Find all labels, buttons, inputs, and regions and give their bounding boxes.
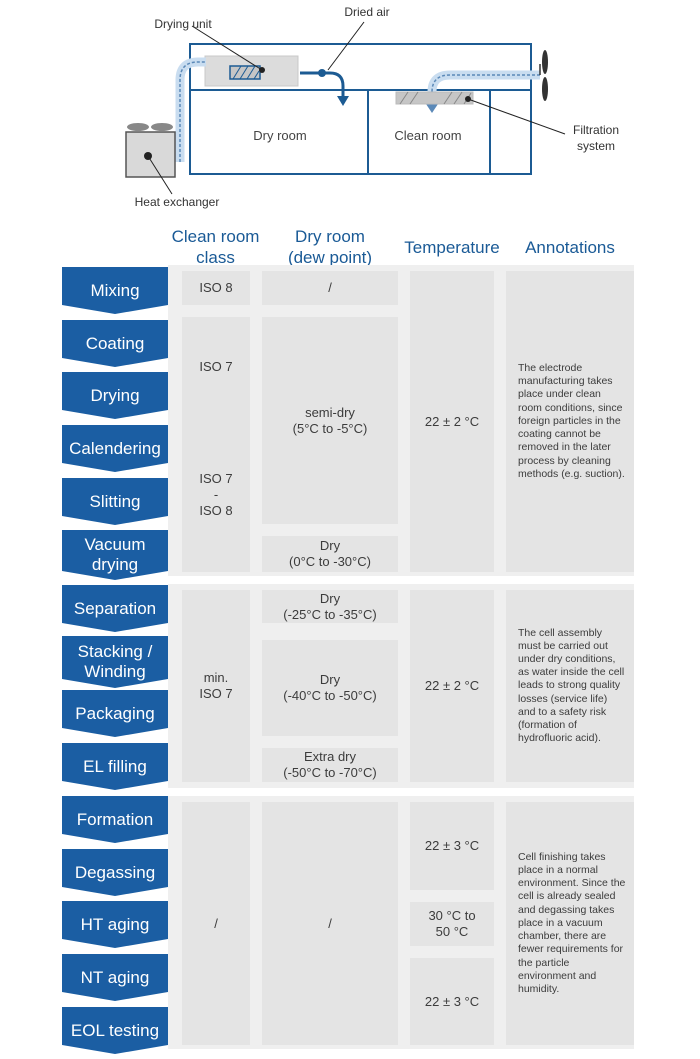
- step-packaging: Packaging: [62, 690, 168, 737]
- step-calendering: Calendering: [62, 425, 168, 472]
- header-dry-room: Dry room (dew point): [287, 227, 373, 267]
- heat-exchanger-label: Heat exchanger: [135, 195, 220, 209]
- filtration-block: [395, 91, 474, 105]
- header-annotations: Annotations: [525, 238, 615, 257]
- temperature-electrode: 22 ± 2 °C: [410, 271, 494, 572]
- step-formation: Formation: [62, 796, 168, 843]
- step-separation: Separation: [62, 585, 168, 632]
- step-mixing: Mixing: [62, 267, 168, 314]
- step-nt-aging: NT aging: [62, 954, 168, 1001]
- drying-unit-label: Drying unit: [154, 17, 212, 31]
- dried-air-label: Dried air: [344, 5, 389, 19]
- temperature-formation-degassing: 22 ± 3 °C: [410, 802, 494, 890]
- step-el-filling: EL filling: [62, 743, 168, 790]
- room-schematic: Drying unit Dried air Dry room Clean roo…: [125, 5, 619, 209]
- dry-room-label: Dry room: [253, 128, 306, 143]
- step-stacking-winding: Stacking / Winding: [62, 636, 168, 688]
- dry-room-vacuum-drying: Dry (0°C to -30°C): [262, 536, 398, 572]
- temperature-ht-aging: 30 °C to 50 °C: [410, 902, 494, 946]
- clean-room-label: Clean room: [394, 128, 461, 143]
- step-drying: Drying: [62, 372, 168, 419]
- dry-room-electrode: semi-dry (5°C to -5°C): [262, 317, 398, 524]
- clean-class-coating-drying: ISO 7: [182, 317, 250, 417]
- clean-class-calendering-slitting: ISO 7 - ISO 8: [182, 417, 250, 572]
- annotation-assembly: The cell assembly must be carried out un…: [506, 590, 634, 782]
- fan-icon: [542, 50, 548, 74]
- filtration-system-label: Filtration system: [573, 123, 619, 153]
- header-temperature: Temperature: [404, 238, 500, 257]
- clean-class-assembly: min. ISO 7: [182, 590, 250, 782]
- dry-room-mixing: /: [262, 271, 398, 305]
- annotation-electrode: The electrode manufacturing takes place …: [506, 271, 634, 572]
- dry-room-el-filling: Extra dry (-50°C to -70°C): [262, 748, 398, 782]
- step-eol-testing: EOL testing: [62, 1007, 168, 1054]
- dry-room-stacking-packaging: Dry (-40°C to -50°C): [262, 640, 398, 736]
- clean-class-mixing: ISO 8: [182, 271, 250, 305]
- temperature-assembly: 22 ± 2 °C: [410, 590, 494, 782]
- dry-room-finishing: /: [262, 802, 398, 1045]
- temperature-nt-eol: 22 ± 3 °C: [410, 958, 494, 1045]
- step-vacuum-drying: Vacuum drying: [62, 530, 168, 580]
- step-slitting: Slitting: [62, 478, 168, 525]
- clean-class-finishing: /: [182, 802, 250, 1045]
- dry-room-separation: Dry (-25°C to -35°C): [262, 590, 398, 623]
- step-coating: Coating: [62, 320, 168, 367]
- step-ht-aging: HT aging: [62, 901, 168, 948]
- step-degassing: Degassing: [62, 849, 168, 896]
- header-clean-room-class: Clean room class: [171, 227, 260, 267]
- annotation-finishing: Cell finishing takes place in a normal e…: [506, 802, 634, 1045]
